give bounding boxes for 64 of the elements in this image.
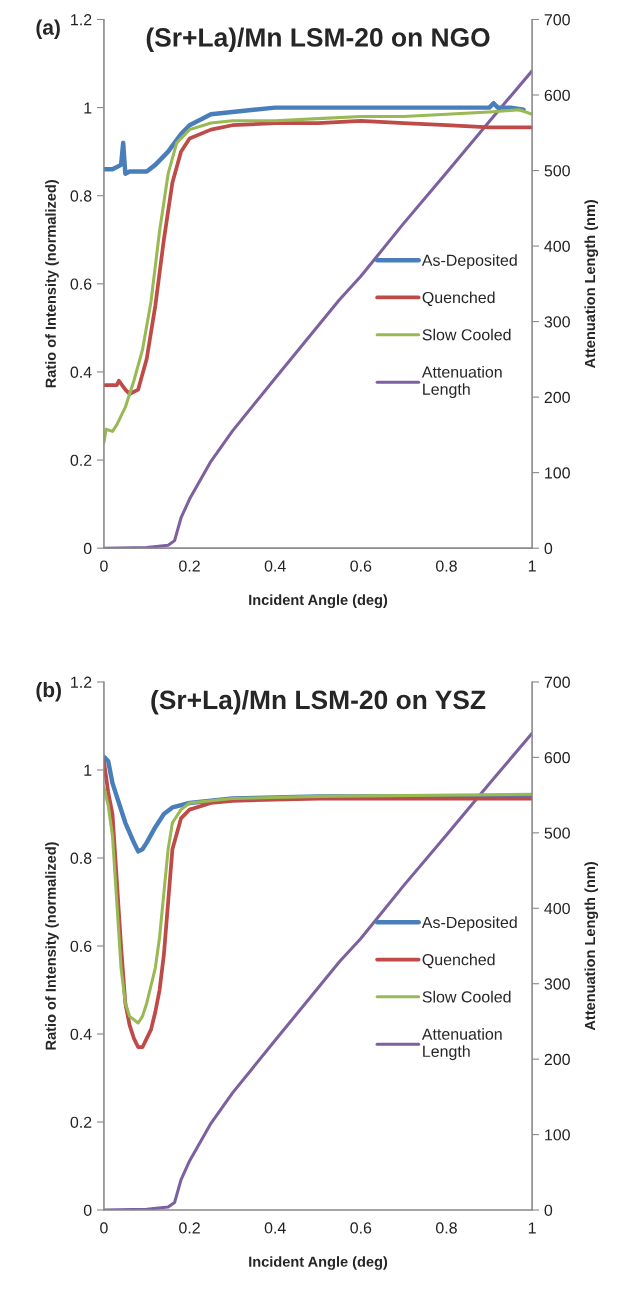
line-series [103, 108, 533, 444]
y2-tick-label: 600 [544, 89, 570, 101]
x-tick-label: 0.4 [264, 1222, 286, 1234]
legend-label: Quenched [422, 291, 495, 307]
y2-axis-title: Attenuation Length (nm) [584, 199, 599, 369]
y-tick-label: 1.2 [71, 676, 92, 688]
legend-label: Attenuation Length [421, 365, 502, 399]
legend-label: As-Deposited [421, 916, 517, 932]
x-tick-label: 0.6 [350, 560, 372, 572]
y-tick-label: 0.8 [70, 190, 92, 202]
text: (b) [36, 681, 61, 702]
y2-tick-label: 200 [544, 391, 570, 404]
y-axis-title: Ratio of Intensity (normalized) [45, 180, 59, 388]
y2-tick-label: 200 [544, 1053, 570, 1066]
legend-label: Slow Cooled [422, 990, 511, 1003]
line-series [103, 118, 533, 396]
x-tick-label: 0.2 [179, 1222, 200, 1234]
line-series [103, 786, 533, 1025]
y2-tick-label: 300 [544, 316, 570, 328]
legend-label: Slow Cooled [422, 328, 511, 341]
y-tick-label: 1.2 [71, 14, 92, 26]
x-tick-label: 0.6 [350, 1222, 372, 1234]
x-tick-label: 1 [528, 1222, 536, 1234]
y-tick-label: 1 [84, 102, 92, 114]
y-tick-label: 0.2 [70, 1116, 92, 1128]
legend-label: Attenuation Length [421, 1028, 502, 1061]
x-axis-title: Incident Angle (deg) [249, 1256, 388, 1270]
y2-tick-label: 500 [544, 827, 570, 839]
y2-tick-label: 100 [545, 467, 570, 479]
y2-tick-label: 700 [544, 14, 570, 26]
chart-title: (Sr+La)/Mn LSM-20 on YSZ [151, 689, 486, 715]
y-tick-label: 0 [83, 1204, 92, 1216]
y2-tick-label: 600 [544, 752, 570, 764]
x-tick-label: 0.8 [435, 1222, 457, 1234]
y2-tick-label: 500 [544, 165, 570, 177]
chart-title: (Sr+La)/Mn LSM-20 on NGO [146, 27, 490, 53]
x-tick-label: 1 [528, 560, 536, 572]
legend-label: Quenched [422, 953, 495, 969]
y2-tick-label: 0 [544, 1204, 553, 1216]
x-tick-label: 0.2 [179, 560, 200, 572]
line-series [103, 100, 526, 176]
y2-tick-label: 400 [544, 902, 570, 915]
y-tick-label: 0.6 [70, 940, 92, 952]
y2-tick-label: 300 [544, 978, 570, 990]
y-tick-label: 0.4 [70, 366, 92, 378]
legend-label: As-Deposited [421, 254, 517, 270]
y2-axis-title: Attenuation Length (nm) [584, 862, 599, 1031]
y2-tick-label: 100 [545, 1129, 570, 1141]
text: (a) [36, 19, 60, 39]
y-tick-label: 1 [84, 764, 92, 776]
y2-tick-label: 0 [544, 542, 553, 555]
x-tick-label: 0.4 [264, 560, 286, 572]
y-axis-title: Ratio of Intensity (normalized) [45, 842, 59, 1050]
x-axis-title: Incident Angle (deg) [249, 594, 388, 608]
y2-tick-label: 400 [544, 240, 570, 253]
x-tick-label: 0 [100, 1222, 108, 1234]
y-tick-label: 0.4 [70, 1028, 92, 1040]
y-tick-label: 0.8 [70, 852, 92, 864]
y-tick-label: 0 [83, 542, 92, 555]
y2-tick-label: 700 [544, 676, 570, 688]
y-tick-label: 0.6 [70, 278, 92, 290]
x-tick-label: 0.8 [435, 560, 457, 572]
y-tick-label: 0.2 [70, 454, 92, 467]
x-tick-label: 0 [100, 560, 108, 572]
